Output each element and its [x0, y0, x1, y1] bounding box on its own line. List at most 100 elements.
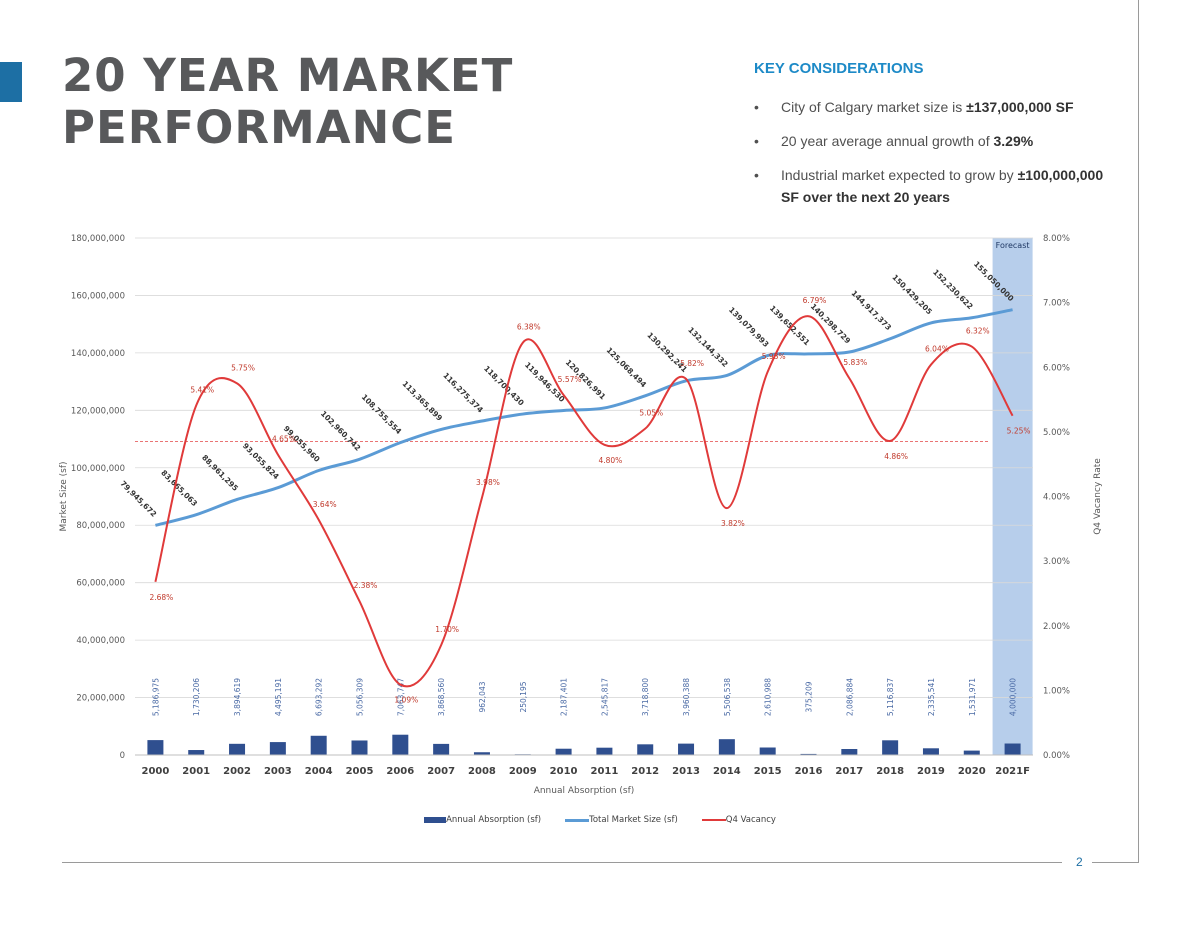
page-title-line-2: PERFORMANCE: [62, 101, 457, 154]
x-tick-label: 2018: [876, 766, 904, 777]
key-consideration-text: City of Calgary market size is: [781, 99, 967, 115]
legend-swatch-market-size: [565, 818, 590, 822]
y2-tick-label: 7.00%: [1043, 299, 1070, 309]
y-tick-label: 120,000,000: [71, 406, 125, 416]
x-tick-label: 2000: [141, 766, 169, 777]
market-size-data-label: 139,079,993: [727, 305, 771, 349]
legend-item-absorption: Annual Absorption (sf): [424, 815, 541, 825]
y2-axis-title: Q4 Vacancy Rate: [1093, 458, 1103, 535]
vacancy-data-label: 4.80%: [598, 456, 622, 465]
market-size-data-label: 116,275,374: [441, 371, 485, 415]
absorption-data-label: 3,718,800: [641, 678, 650, 716]
x-tick-label: 2010: [550, 766, 578, 777]
absorption-data-label: 7,063,747: [396, 678, 405, 716]
vacancy-data-label: 5.57%: [558, 375, 582, 384]
page-frame-bottom-rule: [62, 862, 1062, 863]
vacancy-data-label: 3.82%: [721, 519, 745, 528]
x-tick-label: 2015: [754, 766, 782, 777]
absorption-data-label: 2,610,988: [764, 678, 773, 716]
x-tick-label: 2003: [264, 766, 292, 777]
key-consideration-bold: ±137,000,000 SF: [966, 99, 1074, 115]
x-tick-label: 2014: [713, 766, 741, 777]
y-tick-label: 80,000,000: [76, 521, 125, 531]
key-consideration-item: 20 year average annual growth of 3.29%: [754, 130, 1114, 152]
absorption-bar: [473, 752, 490, 755]
y-tick-label: 160,000,000: [71, 291, 125, 301]
y-axis-title: Market Size (sf): [59, 461, 69, 531]
vacancy-line: [154, 315, 1014, 688]
key-consideration-bold: 3.29%: [993, 133, 1034, 149]
market-size-data-label: 99,055,960: [282, 424, 322, 464]
y-tick-label: 60,000,000: [76, 579, 125, 589]
x-axis-title: Annual Absorption (sf): [534, 786, 635, 796]
page-frame-bottom-rule-end: [1092, 862, 1139, 863]
legend-label-market-size: Total Market Size (sf): [589, 815, 678, 825]
absorption-data-label: 4,495,191: [274, 678, 283, 716]
absorption-data-label: 375,209: [805, 681, 814, 712]
absorption-bar: [555, 748, 572, 755]
vacancy-data-label: 6.32%: [966, 327, 990, 336]
absorption-bar: [433, 743, 450, 755]
absorption-data-label: 2,335,541: [927, 678, 936, 716]
market-performance-chart: Forecast 0 20,000,000 40,000,000 60,000,000 8…: [59, 234, 1103, 796]
x-tick-label: 2016: [795, 766, 823, 777]
x-tick-label: 2005: [346, 766, 374, 777]
legend-swatch-absorption: [424, 817, 447, 823]
x-tick-label: 2017: [835, 766, 863, 777]
absorption-data-label: 3,868,560: [437, 678, 446, 716]
market-size-data-label: 150,429,205: [890, 273, 934, 317]
title-accent-block: [0, 62, 22, 102]
absorption-data-label: 5,186,975: [151, 678, 160, 716]
vacancy-data-label: 4.65%: [272, 434, 296, 443]
absorption-bar: [718, 739, 735, 755]
absorption-data-label: 1,531,971: [968, 678, 977, 716]
key-consideration-item: Industrial market expected to grow by ±1…: [754, 164, 1114, 208]
absorption-bar: [596, 747, 613, 755]
forecast-band: [992, 238, 1033, 755]
x-tick-label: 2011: [590, 766, 618, 777]
market-size-data-label: 139,652,551: [768, 304, 812, 348]
vacancy-data-label: 5.41%: [190, 385, 214, 394]
y-tick-label: 100,000,000: [71, 464, 125, 474]
page-title-line-1: 20 YEAR MARKET: [62, 49, 514, 102]
legend-label-vacancy: Q4 Vacancy: [725, 815, 776, 825]
market-size-data-label: 113,365,899: [400, 379, 444, 423]
absorption-bar: [637, 744, 654, 755]
market-size-data-label: 125,068,494: [605, 346, 649, 390]
key-consideration-text: 20 year average annual growth of: [781, 133, 994, 149]
absorption-bar: [759, 747, 776, 755]
page-frame-right-rule: [1138, 0, 1139, 862]
absorption-data-label: 1,730,206: [192, 678, 201, 716]
vacancy-data-label: 6.79%: [803, 296, 827, 305]
vacancy-data-label: 5.82%: [680, 359, 704, 368]
y-tick-label: 40,000,000: [76, 636, 125, 646]
absorption-data-label: 5,056,309: [356, 678, 365, 716]
legend-item-market-size: Total Market Size (sf): [565, 815, 678, 825]
vacancy-data-label: 3.64%: [313, 500, 337, 509]
page-title: 20 YEAR MARKET PERFORMANCE: [62, 50, 513, 154]
vacancy-data-label: 5.83%: [843, 358, 867, 367]
absorption-data-label: 3,894,619: [233, 678, 242, 716]
market-size-data-label: 79,945,672: [118, 479, 158, 519]
vacancy-data-label: 3.98%: [476, 478, 500, 487]
y-tick-label: 140,000,000: [71, 349, 125, 359]
x-tick-label: 2002: [223, 766, 251, 777]
market-size-data-label: 140,298,729: [809, 302, 853, 346]
absorption-data-label: 250,195: [519, 681, 528, 712]
absorption-bar: [882, 740, 899, 755]
absorption-bar: [269, 742, 286, 755]
x-tick-label: 2008: [468, 766, 496, 777]
y2-tick-label: 1.00%: [1043, 686, 1070, 696]
absorption-bar: [351, 740, 368, 755]
vacancy-data-label: 1.70%: [435, 625, 459, 634]
x-tick-label: 2019: [917, 766, 945, 777]
x-tick-label: 2009: [509, 766, 537, 777]
x-tick-label: 2007: [427, 766, 455, 777]
legend-label-absorption: Annual Absorption (sf): [446, 815, 542, 825]
x-tick-label: 2013: [672, 766, 700, 777]
vacancy-data-label: 4.86%: [884, 452, 908, 461]
market-size-data-label: 102,960,742: [319, 409, 363, 453]
x-tick-label: 2021F: [995, 766, 1030, 777]
y2-tick-label: 8.00%: [1043, 234, 1070, 244]
absorption-bar: [678, 743, 695, 755]
